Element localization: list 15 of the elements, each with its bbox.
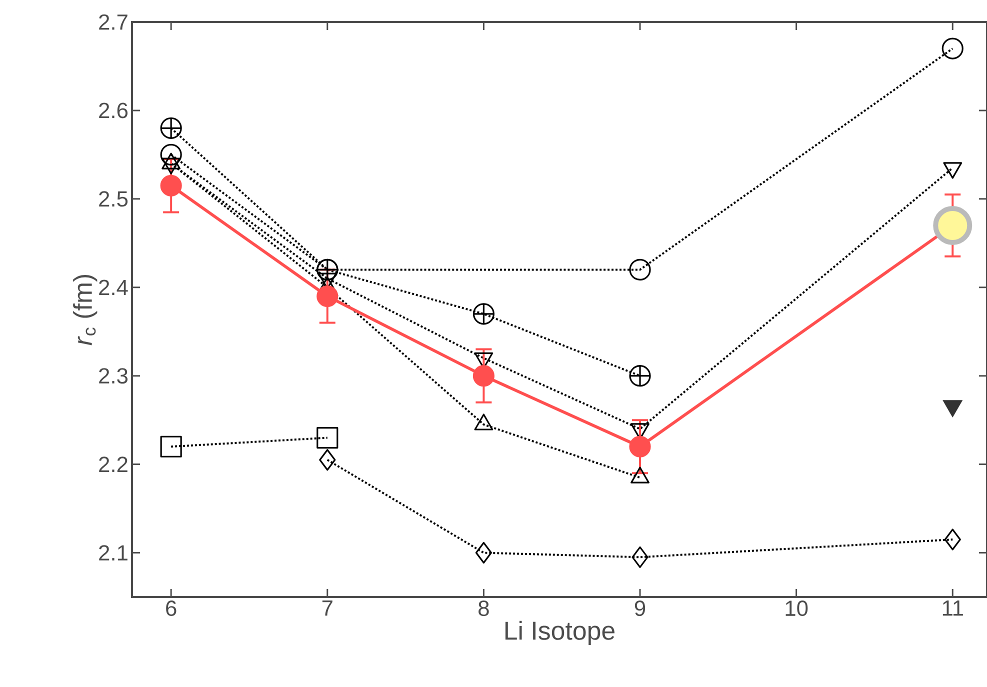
y-tick-label: 2.4 <box>99 280 128 296</box>
x-tick-label: 6 <box>166 600 176 616</box>
x-tick-label: 9 <box>634 600 646 616</box>
x-tick-label: 11 <box>942 600 963 616</box>
x-axis-title: Li Isotope <box>505 620 614 646</box>
x-tick-label: 10 <box>786 600 808 616</box>
y-tick-label: 2.2 <box>99 456 128 472</box>
y-tick-label: 2.7 <box>99 14 128 30</box>
x-tick-label: 8 <box>478 600 489 616</box>
y-axis-title: r$_{c}$ (fm) <box>73 274 98 346</box>
x-tick-label: 7 <box>322 600 332 616</box>
y-tick-label: 2.1 <box>99 545 128 560</box>
y-tick-label: 2.5 <box>99 191 128 207</box>
y-tick-label: 2.3 <box>99 368 128 384</box>
y-tick-label: 2.6 <box>99 102 128 118</box>
